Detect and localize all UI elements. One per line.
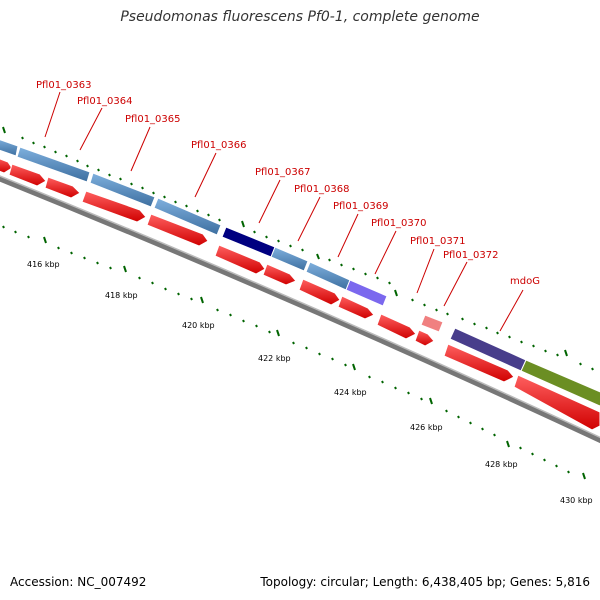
cds-feature bbox=[420, 314, 444, 333]
gene-arrow bbox=[443, 343, 515, 383]
gene-arrow bbox=[214, 244, 266, 275]
cds-feature bbox=[16, 146, 91, 183]
cds-feature bbox=[0, 139, 19, 157]
forward-gene-track bbox=[0, 158, 600, 431]
cds-feature bbox=[520, 359, 600, 407]
gene-arrow bbox=[44, 176, 81, 199]
gene-label: Pfl01_0366 bbox=[191, 140, 247, 151]
gene-arrow bbox=[81, 190, 147, 223]
kbp-label: 420 kbp bbox=[182, 321, 215, 330]
kbp-label: 428 kbp bbox=[485, 460, 518, 469]
cds-feature bbox=[153, 197, 222, 236]
topology-label: Topology: circular; Length: 6,438,405 bp… bbox=[260, 575, 590, 589]
gene-label: Pfl01_0367 bbox=[255, 167, 311, 178]
gene-label: Pfl01_0369 bbox=[333, 201, 389, 212]
gene-arrow bbox=[8, 163, 47, 187]
gene-label: Pfl01_0363 bbox=[36, 80, 92, 91]
cds-feature bbox=[270, 246, 309, 272]
gene-arrow bbox=[146, 213, 209, 247]
cds-feature bbox=[89, 172, 156, 208]
kbp-label: 418 kbp bbox=[105, 291, 138, 300]
cds-feature bbox=[345, 279, 388, 307]
gene-arrow bbox=[513, 374, 600, 431]
gene-labels: Pfl01_0363 Pfl01_0364 Pfl01_0365 Pfl01_0… bbox=[36, 80, 540, 287]
gene-arrow bbox=[414, 329, 435, 347]
kbp-label: 424 kbp bbox=[334, 388, 367, 397]
gene-arrow bbox=[0, 158, 13, 174]
outer-tick-track bbox=[2, 126, 594, 371]
gene-arrow bbox=[376, 313, 417, 340]
kbp-label: 422 kbp bbox=[258, 354, 291, 363]
kbp-label: 430 kbp bbox=[560, 496, 593, 505]
map-title: Pseudomonas fluorescens Pf0-1, complete … bbox=[120, 9, 480, 25]
label-leader-lines bbox=[44, 91, 524, 332]
gene-label: Pfl01_0372 bbox=[443, 250, 499, 261]
gene-label: Pfl01_0368 bbox=[294, 184, 350, 195]
gene-arrow bbox=[298, 278, 341, 306]
gene-label: mdoG bbox=[510, 276, 540, 287]
inner-tick-track bbox=[2, 225, 586, 480]
kbp-labels: 416 kbp 418 kbp 420 kbp 422 kbp 424 kbp … bbox=[27, 260, 593, 505]
gene-label: Pfl01_0365 bbox=[125, 114, 181, 125]
gene-label: Pfl01_0364 bbox=[77, 96, 133, 107]
gene-arrow bbox=[337, 295, 375, 320]
kbp-label: 416 kbp bbox=[27, 260, 60, 269]
kbp-label: 426 kbp bbox=[410, 423, 443, 432]
reverse-cds-track bbox=[0, 139, 600, 407]
genome-backbone bbox=[0, 176, 600, 444]
gene-label: Pfl01_0371 bbox=[410, 236, 466, 247]
accession-label: Accession: NC_007492 bbox=[10, 575, 147, 589]
gene-arrow bbox=[262, 263, 297, 286]
genome-backbone-highlight bbox=[0, 175, 600, 439]
gene-label: Pfl01_0370 bbox=[371, 218, 427, 229]
